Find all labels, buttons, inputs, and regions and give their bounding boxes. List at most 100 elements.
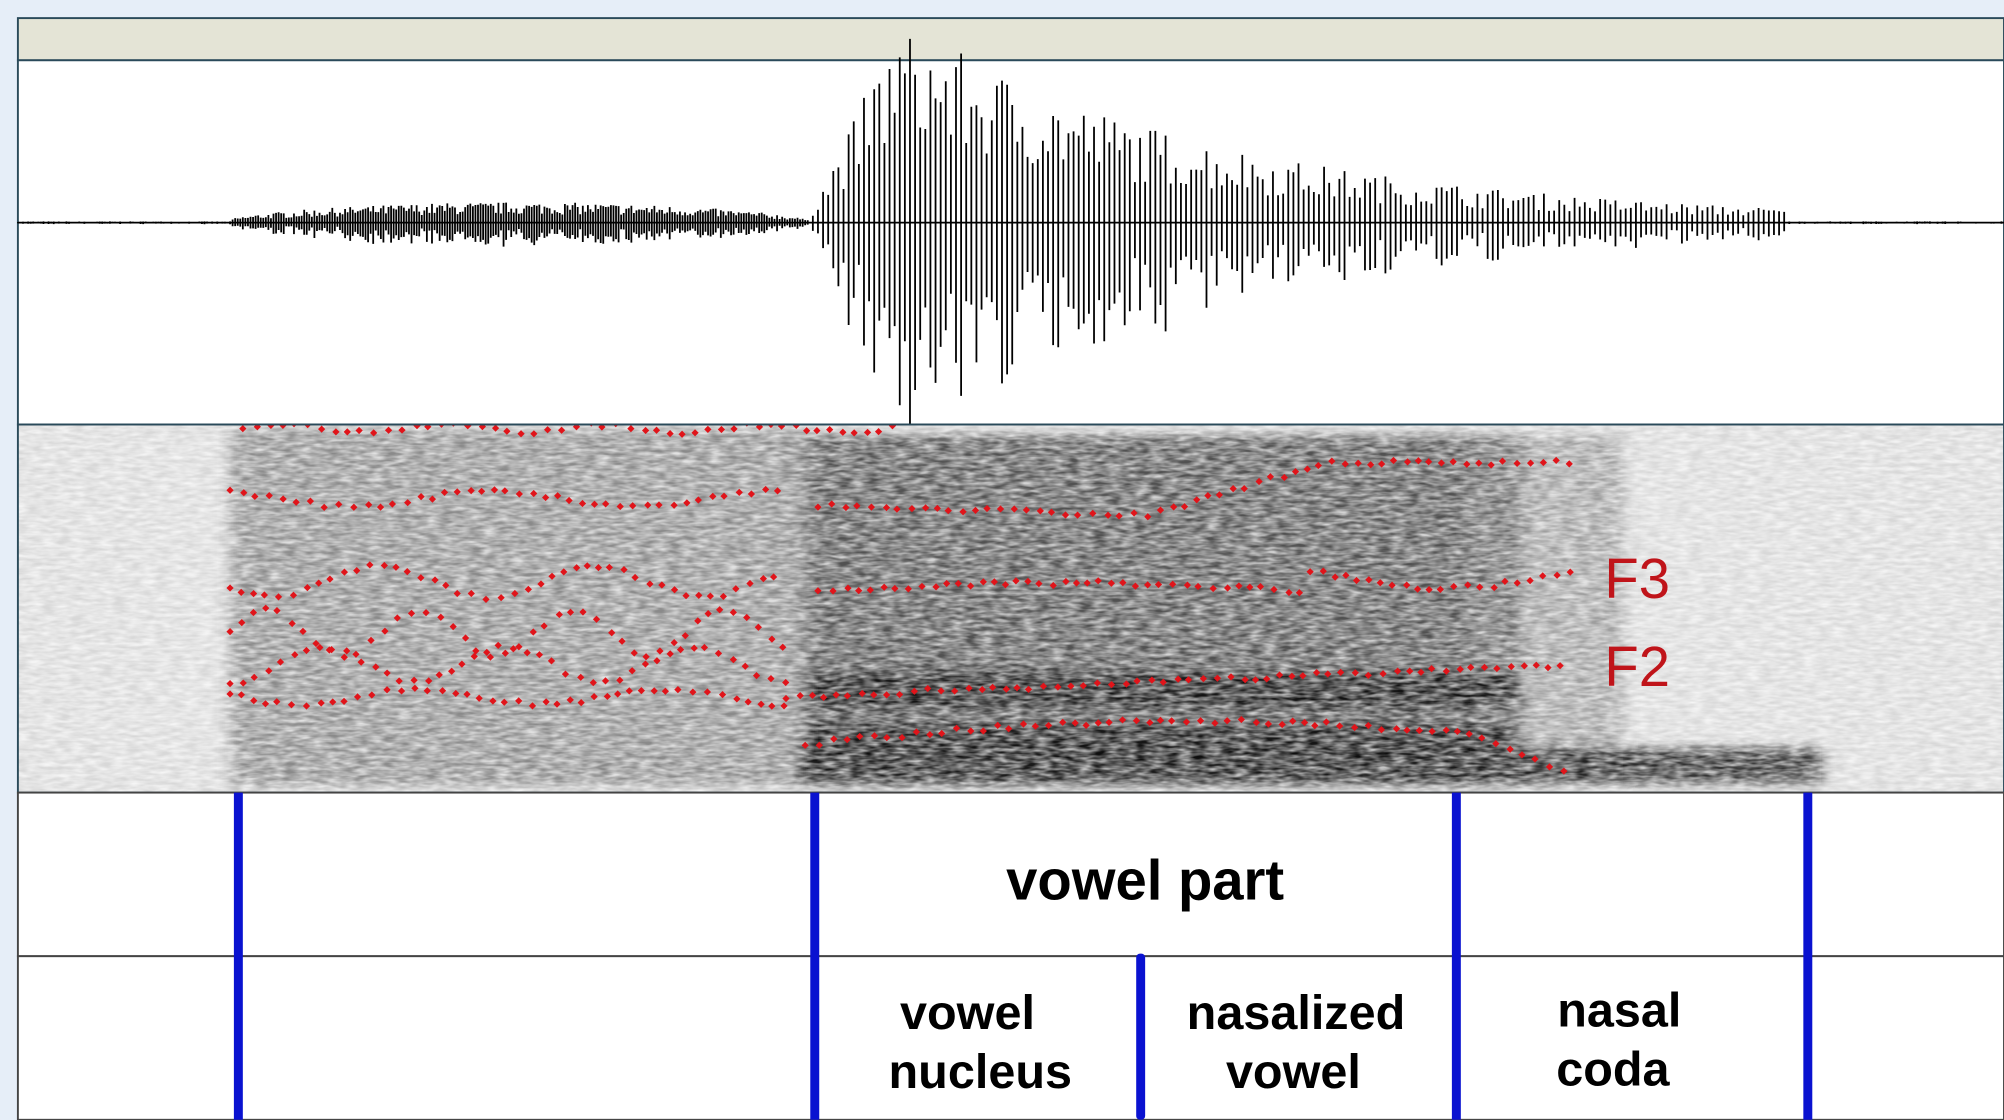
formant-dot xyxy=(380,561,388,570)
formant-dot xyxy=(691,429,699,437)
formant-dot xyxy=(1513,579,1521,587)
formant-dot xyxy=(540,622,548,630)
formant-dot xyxy=(661,687,669,695)
formant-dot xyxy=(464,424,472,430)
formant-dot xyxy=(276,658,285,666)
formant-dot xyxy=(1394,667,1402,675)
formant-dot xyxy=(472,647,480,655)
formant-dot xyxy=(1174,675,1182,683)
formant-dot xyxy=(732,585,740,593)
formant-dot xyxy=(1556,662,1564,670)
formant-dot xyxy=(850,429,858,437)
formant-dot xyxy=(700,643,709,652)
formant-dot xyxy=(376,503,385,511)
formant-dot xyxy=(501,649,509,657)
formant-dot xyxy=(779,643,787,651)
formant-dot xyxy=(548,572,556,580)
formant-dot xyxy=(393,614,401,622)
formant-dot xyxy=(1392,725,1401,733)
formant-dot xyxy=(398,426,406,434)
formant-dot xyxy=(1122,680,1131,688)
formant-dot xyxy=(1241,676,1249,684)
formant-dot xyxy=(1513,459,1521,467)
formant-dot xyxy=(870,732,879,740)
formant-dot xyxy=(666,650,674,658)
formant-dot xyxy=(261,700,270,708)
formant-dot xyxy=(1223,717,1231,725)
formant-dot xyxy=(796,692,804,700)
formant-dot xyxy=(1531,755,1539,763)
formant-dot xyxy=(618,637,626,645)
formant-dot xyxy=(1453,727,1461,736)
interval-label: nasal xyxy=(1557,984,1681,1038)
formant-dot xyxy=(1403,726,1411,734)
formant-dot xyxy=(442,581,450,590)
formant-dot xyxy=(983,504,991,513)
formant-dot xyxy=(952,724,961,732)
formant-dot xyxy=(843,736,851,744)
formant-dot xyxy=(423,687,431,695)
formant-dot xyxy=(642,426,650,435)
formant-dot xyxy=(515,697,523,705)
formant-dot xyxy=(535,651,544,659)
formant-dot xyxy=(417,493,425,501)
formant-dot xyxy=(767,675,775,683)
formant-dot xyxy=(437,613,445,621)
formant-dot xyxy=(1388,581,1396,589)
formant-dot xyxy=(503,427,511,435)
formant-dot xyxy=(489,697,497,705)
formant-dot xyxy=(1365,576,1373,584)
formant-dot xyxy=(912,728,921,736)
formant-dot xyxy=(517,430,525,438)
formant-dot xyxy=(1314,461,1322,470)
formant-dot xyxy=(1118,716,1127,724)
formant-dot xyxy=(1289,717,1297,725)
formant-dot xyxy=(933,504,941,512)
formant-dot xyxy=(530,489,538,498)
formant-dot xyxy=(1180,503,1189,511)
formant-dot xyxy=(856,732,864,741)
formant-dot xyxy=(1464,581,1472,589)
formant-dot xyxy=(938,729,946,738)
formant-dot xyxy=(652,426,661,434)
formant-dot xyxy=(1507,663,1515,671)
formant-dot xyxy=(239,679,247,687)
formant-dot xyxy=(870,691,878,699)
formant-dot xyxy=(719,592,728,601)
interval-label: vowel xyxy=(1226,1045,1361,1099)
formant-dot xyxy=(1167,717,1176,725)
formant-dot xyxy=(407,609,416,617)
formant-dot xyxy=(1211,719,1219,727)
formant-dot xyxy=(717,425,726,434)
formant-dot xyxy=(644,501,652,509)
formant-dot xyxy=(855,587,863,595)
formant-dot xyxy=(260,591,269,599)
formant-dot xyxy=(1196,717,1205,725)
formant-dot xyxy=(1169,580,1177,588)
boundaries xyxy=(233,792,1813,1120)
formant-dot xyxy=(620,566,628,574)
formant-dot xyxy=(1436,585,1444,594)
formant-dot xyxy=(1406,667,1414,675)
formant-dot xyxy=(744,698,752,706)
formant-dot xyxy=(1199,675,1208,683)
formant-dot xyxy=(483,648,491,657)
formant-dot xyxy=(381,627,389,635)
formant-dot xyxy=(1264,720,1272,728)
formant-dot xyxy=(1560,767,1568,775)
interval-label: vowel xyxy=(900,986,1035,1040)
formant-dot xyxy=(994,721,1002,730)
formant-dot xyxy=(410,676,418,684)
formant-dot xyxy=(1013,684,1021,692)
formant-dot xyxy=(306,497,314,505)
formant-dot xyxy=(658,581,666,589)
formant-dot xyxy=(1415,726,1423,735)
formant-dot xyxy=(352,650,360,658)
formant-dot xyxy=(971,506,980,515)
formant-dot xyxy=(494,641,502,649)
formant-dot xyxy=(1227,673,1235,681)
interval-label: vowel part xyxy=(1006,848,1284,911)
formant-dot xyxy=(529,628,537,636)
formant-dot xyxy=(226,627,234,636)
formant-dot xyxy=(413,424,421,430)
